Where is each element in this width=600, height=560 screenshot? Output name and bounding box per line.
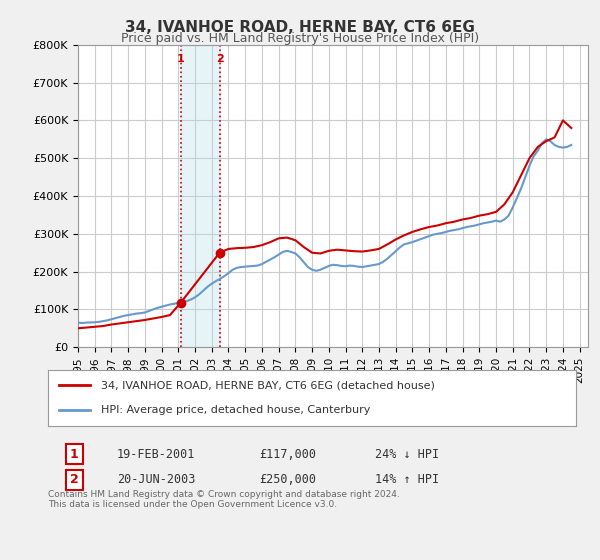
Text: £117,000: £117,000 — [259, 447, 316, 460]
Text: 34, IVANHOE ROAD, HERNE BAY, CT6 6EG: 34, IVANHOE ROAD, HERNE BAY, CT6 6EG — [125, 20, 475, 35]
Text: 34, IVANHOE ROAD, HERNE BAY, CT6 6EG (detached house): 34, IVANHOE ROAD, HERNE BAY, CT6 6EG (de… — [101, 380, 434, 390]
Text: Price paid vs. HM Land Registry's House Price Index (HPI): Price paid vs. HM Land Registry's House … — [121, 32, 479, 45]
Text: £250,000: £250,000 — [259, 473, 316, 487]
Text: 1: 1 — [176, 54, 184, 64]
Text: HPI: Average price, detached house, Canterbury: HPI: Average price, detached house, Cant… — [101, 405, 370, 415]
Bar — [181, 45, 220, 347]
Text: 19-FEB-2001: 19-FEB-2001 — [116, 447, 195, 460]
Text: 1: 1 — [70, 447, 79, 460]
Text: Contains HM Land Registry data © Crown copyright and database right 2024.
This d: Contains HM Land Registry data © Crown c… — [48, 489, 400, 509]
Text: 2: 2 — [216, 54, 224, 64]
Text: 24% ↓ HPI: 24% ↓ HPI — [376, 447, 439, 460]
Text: 20-JUN-2003: 20-JUN-2003 — [116, 473, 195, 487]
Text: 2: 2 — [70, 473, 79, 487]
Text: 14% ↑ HPI: 14% ↑ HPI — [376, 473, 439, 487]
